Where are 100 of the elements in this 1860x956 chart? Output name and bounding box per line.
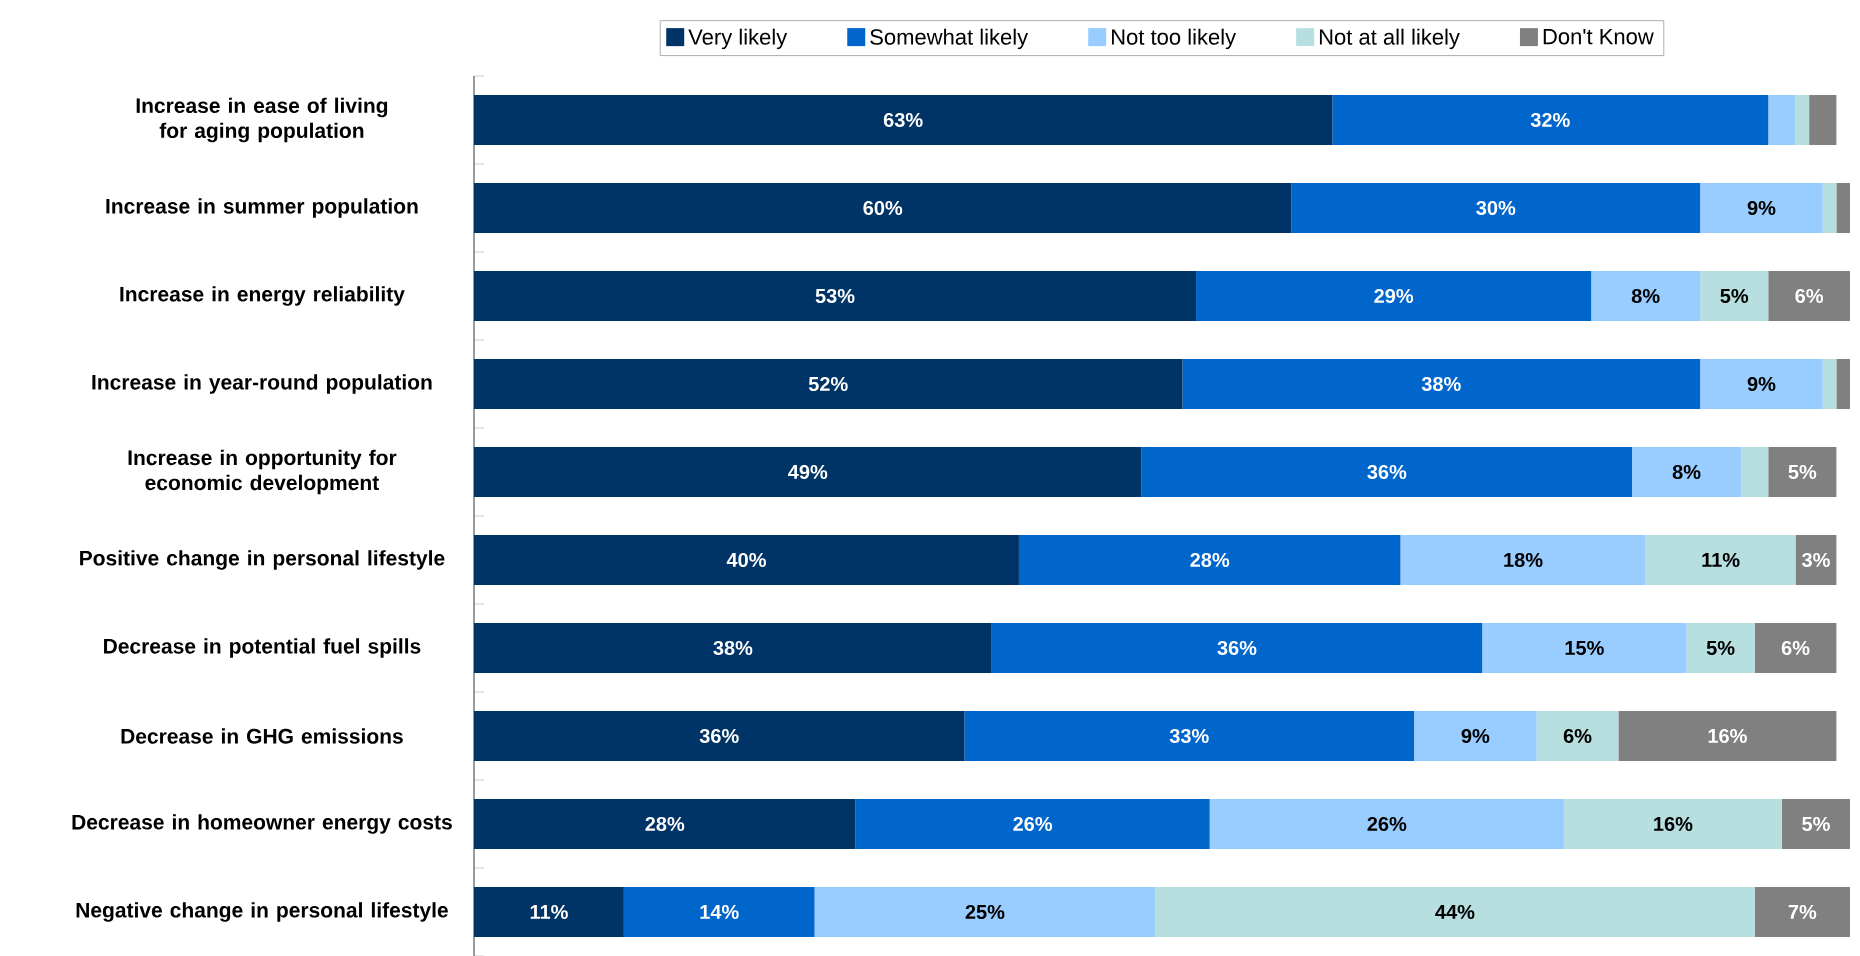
data-label: 16% [1708, 728, 1747, 744]
data-label: 9% [1747, 200, 1776, 216]
legend-label: Very likely [688, 28, 788, 50]
bar [474, 358, 1183, 409]
bar [1182, 358, 1701, 409]
data-label: 33% [1169, 728, 1209, 744]
bar [1768, 446, 1837, 497]
bar [1700, 270, 1769, 321]
bar [1196, 270, 1592, 321]
bar [1414, 710, 1537, 761]
data-label: 9% [1461, 728, 1490, 744]
data-label: 49% [788, 464, 828, 480]
bar [1809, 94, 1837, 145]
data-label: 9% [1747, 376, 1776, 392]
data-label: 36% [1367, 464, 1407, 480]
data-label: 11% [1702, 552, 1740, 568]
data-label: 60% [863, 200, 903, 216]
data-label: 26% [1013, 816, 1053, 832]
data-label: 63% [883, 112, 923, 128]
data-label: 7% [1788, 904, 1817, 920]
bar [1836, 358, 1850, 409]
bar [623, 886, 815, 937]
bar [1536, 710, 1619, 761]
data-label: 36% [699, 728, 739, 744]
data-label: 16% [1654, 816, 1693, 832]
data-label: 11% [530, 904, 568, 920]
bar [474, 446, 1142, 497]
y-tick-label: Increase in opportunity for economic development [128, 449, 397, 495]
data-label: 6% [1563, 728, 1592, 744]
bar [1591, 270, 1701, 321]
bar [1754, 886, 1850, 937]
bar [474, 94, 1333, 145]
data-label: 25% [965, 904, 1005, 920]
y-tick-label: Decrease in GHG emissions [121, 728, 403, 744]
data-label: 26% [1367, 816, 1407, 832]
bar [1700, 358, 1823, 409]
y-tick-label: Positive change in personal lifestyle [80, 550, 445, 570]
bar [1836, 182, 1850, 233]
data-label: 28% [645, 816, 685, 832]
data-label: 44% [1435, 904, 1475, 920]
bar [1618, 710, 1837, 761]
y-tick-label: Increase in ease of living for aging population [136, 97, 388, 143]
data-label: 15% [1565, 640, 1604, 656]
bar [1768, 94, 1796, 145]
legend-label: Not too likely [1112, 28, 1237, 50]
y-tick-label: Increase in year-round population [92, 374, 432, 394]
bar [474, 710, 965, 761]
bar [1781, 798, 1850, 849]
bar [474, 182, 1292, 233]
bar [474, 798, 856, 849]
bar [1018, 534, 1401, 585]
bar [1645, 534, 1796, 585]
data-label: 38% [1421, 376, 1461, 392]
data-label: 8% [1631, 288, 1660, 304]
bar [1754, 622, 1837, 673]
bar [855, 798, 1210, 849]
y-tick-label: Increase in energy reliability [120, 286, 405, 306]
data-label: 3% [1801, 552, 1830, 568]
bar [1700, 182, 1823, 233]
data-label: 5% [1706, 640, 1735, 656]
bar [1822, 358, 1837, 409]
data-label: 40% [726, 552, 766, 568]
data-label: 6% [1795, 288, 1824, 304]
data-label: 5% [1802, 816, 1830, 832]
bar [1332, 94, 1769, 145]
bar [1291, 182, 1701, 233]
bar [1400, 534, 1646, 585]
data-label: 36% [1217, 640, 1257, 656]
bar [1741, 446, 1769, 497]
bar [1795, 94, 1810, 145]
data-label: 14% [700, 904, 739, 920]
y-tick-label: Negative change in personal lifestyle [76, 902, 448, 922]
y-tick-label: Decrease in homeowner energy costs [72, 814, 452, 834]
bar [1141, 446, 1633, 497]
data-label: 5% [1788, 464, 1817, 480]
bar [814, 886, 1156, 937]
data-label: 18% [1504, 552, 1543, 568]
y-tick-label: Decrease in potential fuel spills [104, 638, 421, 658]
bar [1209, 798, 1564, 849]
bar [474, 534, 1019, 585]
bar [964, 710, 1415, 761]
legend-label: Don't Know [1543, 29, 1654, 45]
bar [1632, 446, 1742, 497]
data-label: 29% [1374, 288, 1414, 304]
y-tick-label: Increase in summer population [106, 198, 418, 218]
bar [1822, 182, 1837, 233]
bar [1155, 886, 1755, 937]
data-label: 32% [1530, 112, 1570, 128]
bar [1686, 622, 1755, 673]
data-label: 53% [815, 288, 855, 304]
data-label: 52% [808, 376, 848, 392]
legend-label: Not at all likely [1319, 28, 1460, 50]
bar [1768, 270, 1850, 321]
data-label: 30% [1476, 200, 1516, 216]
data-label: 5% [1720, 288, 1749, 304]
legend-label: Somewhat likely [870, 28, 1029, 50]
data-label: 6% [1781, 640, 1810, 656]
bar [474, 622, 992, 673]
bar [991, 622, 1483, 673]
data-label: 38% [713, 640, 753, 656]
